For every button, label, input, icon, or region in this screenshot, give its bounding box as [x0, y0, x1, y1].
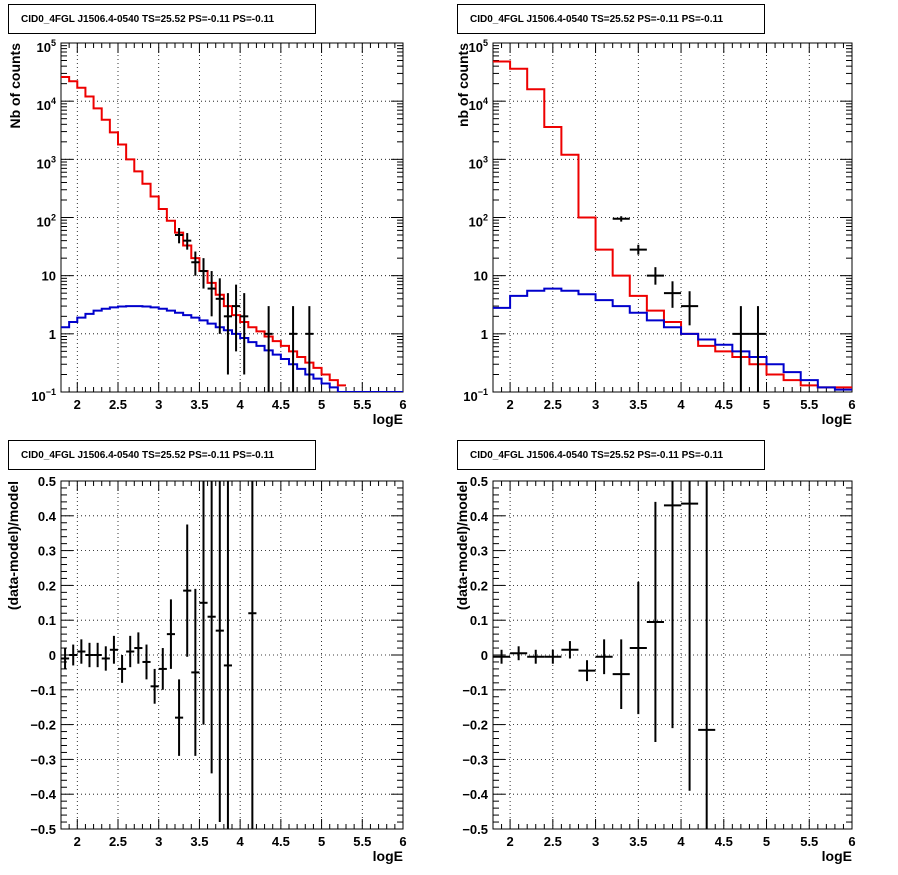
- y-tick-label: 10: [474, 269, 488, 284]
- chart-svg: 2 2.5 3 3.5 4 4.5 5 5.5 6 10−1 1 10 102 103 104 105 logE…: [455, 38, 856, 427]
- y-tick-label: 105: [37, 38, 56, 55]
- x-tick-label: 5: [763, 834, 770, 849]
- y-tick-label: 0: [49, 648, 56, 663]
- chart-title: CID0_4FGL J1506.4-0540 TS=25.52 PS=-0.11…: [457, 440, 765, 470]
- x-tick-label: 5: [763, 397, 770, 412]
- x-tick-label: 4: [237, 834, 245, 849]
- chart-pad-top-left: CID0_4FGL J1506.4-0540 TS=25.52 PS=-0.11…: [0, 0, 449, 437]
- chart-title: CID0_4FGL J1506.4-0540 TS=25.52 PS=-0.11…: [8, 440, 316, 470]
- y-axis-label: nb of counts: [455, 43, 471, 127]
- y-tick-label: −0.5: [462, 822, 488, 837]
- y-tick-label: 10: [42, 269, 56, 284]
- y-tick-label: 0.1: [470, 613, 488, 628]
- x-axis-label: logE: [373, 848, 403, 864]
- x-tick-label: 2: [74, 397, 81, 412]
- y-tick-label: 10−1: [31, 387, 56, 404]
- x-tick-label: 4: [677, 397, 685, 412]
- chart-pad-bottom-left: CID0_4FGL J1506.4-0540 TS=25.52 PS=-0.11…: [0, 437, 449, 875]
- histogram-series-line: [61, 76, 346, 387]
- x-tick-label: 4.5: [272, 834, 290, 849]
- x-tick-label: 3.5: [190, 834, 208, 849]
- y-tick-label: 0.3: [38, 544, 56, 559]
- x-tick-label: 2.5: [109, 834, 127, 849]
- y-tick-label: 0.4: [470, 509, 489, 524]
- y-tick-label: 0.2: [38, 578, 56, 593]
- y-tick-label: 105: [469, 38, 488, 55]
- x-tick-label: 6: [399, 834, 406, 849]
- y-tick-label: −0.1: [30, 683, 56, 698]
- y-tick-label: 0.5: [470, 474, 488, 489]
- y-tick-label: −0.5: [30, 822, 56, 837]
- x-axis-label: logE: [822, 411, 852, 427]
- x-tick-label: 3: [592, 397, 599, 412]
- x-tick-label: 3.5: [629, 397, 647, 412]
- x-axis-label: logE: [373, 411, 403, 427]
- x-tick-label: 5: [318, 397, 325, 412]
- x-tick-label: 3.5: [629, 834, 647, 849]
- x-tick-label: 4: [677, 834, 685, 849]
- x-tick-label: 6: [399, 397, 406, 412]
- x-tick-label: 4.5: [715, 834, 733, 849]
- x-tick-label: 5: [318, 834, 325, 849]
- chart-pad-bottom-right: CID0_4FGL J1506.4-0540 TS=25.52 PS=-0.11…: [449, 437, 898, 875]
- x-tick-label: 2: [506, 834, 513, 849]
- y-tick-label: −0.4: [30, 787, 56, 802]
- plot-frame: [492, 42, 853, 393]
- x-tick-label: 3: [155, 834, 162, 849]
- y-tick-label: −0.3: [462, 752, 488, 767]
- y-tick-label: 1: [481, 327, 488, 342]
- y-tick-label: −0.2: [462, 718, 488, 733]
- x-tick-label: 3.5: [190, 397, 208, 412]
- y-tick-label: 104: [469, 96, 488, 113]
- x-tick-label: 5.5: [353, 397, 371, 412]
- y-tick-label: 0.5: [38, 474, 56, 489]
- histogram-series-line: [61, 305, 403, 392]
- y-tick-label: 104: [37, 96, 56, 113]
- y-tick-label: 0: [481, 648, 488, 663]
- y-axis-label: Nb of counts: [7, 43, 23, 129]
- y-tick-label: 103: [37, 154, 56, 171]
- x-tick-label: 4.5: [272, 397, 290, 412]
- y-tick-label: 10−1: [463, 387, 488, 404]
- x-tick-label: 5.5: [800, 397, 818, 412]
- chart-svg: 2 2.5 3 3.5 4 4.5 5 5.5 6 −0.5 −0.4 −0.3 −0.2 −0.1 0 0.…: [5, 474, 407, 864]
- y-tick-label: 102: [37, 213, 56, 230]
- plot-frame: [60, 480, 404, 830]
- histogram-series-line: [493, 60, 852, 389]
- x-tick-label: 2: [506, 397, 513, 412]
- y-tick-label: 1: [49, 327, 56, 342]
- y-tick-label: 103: [469, 154, 488, 171]
- x-tick-label: 6: [848, 834, 855, 849]
- y-tick-label: −0.3: [30, 752, 56, 767]
- x-tick-label: 3: [592, 834, 599, 849]
- x-tick-label: 6: [848, 397, 855, 412]
- histogram-series-line: [493, 287, 852, 391]
- y-tick-label: 102: [469, 213, 488, 230]
- chart-svg: 2 2.5 3 3.5 4 4.5 5 5.5 6 10−1 1 10 102 103 104 105 logE…: [7, 38, 407, 427]
- x-axis-label: logE: [822, 848, 852, 864]
- x-tick-label: 2.5: [544, 834, 562, 849]
- x-tick-label: 2.5: [109, 397, 127, 412]
- y-tick-label: −0.4: [462, 787, 488, 802]
- y-tick-label: 0.3: [470, 544, 488, 559]
- chart-title: CID0_4FGL J1506.4-0540 TS=25.52 PS=-0.11…: [8, 4, 316, 34]
- y-tick-label: 0.4: [38, 509, 57, 524]
- x-tick-label: 2.5: [544, 397, 562, 412]
- x-tick-label: 4.5: [715, 397, 733, 412]
- x-tick-label: 5.5: [800, 834, 818, 849]
- chart-svg: 2 2.5 3 3.5 4 4.5 5 5.5 6 −0.5 −0.4 −0.3 −0.2 −0.1 0 0.…: [454, 474, 856, 864]
- y-axis-label: (data-model)/model: [454, 481, 470, 610]
- plot-frame: [60, 42, 404, 393]
- y-tick-label: 0.1: [38, 613, 56, 628]
- chart-pad-top-right: CID0_4FGL J1506.4-0540 TS=25.52 PS=-0.11…: [449, 0, 898, 437]
- x-tick-label: 5.5: [353, 834, 371, 849]
- x-tick-label: 3: [155, 397, 162, 412]
- y-tick-label: −0.1: [462, 683, 488, 698]
- y-tick-label: −0.2: [30, 718, 56, 733]
- chart-title: CID0_4FGL J1506.4-0540 TS=25.52 PS=-0.11…: [457, 4, 765, 34]
- y-axis-label: (data-model)/model: [5, 481, 21, 610]
- x-tick-label: 2: [74, 834, 81, 849]
- y-tick-label: 0.2: [470, 578, 488, 593]
- x-tick-label: 4: [237, 397, 245, 412]
